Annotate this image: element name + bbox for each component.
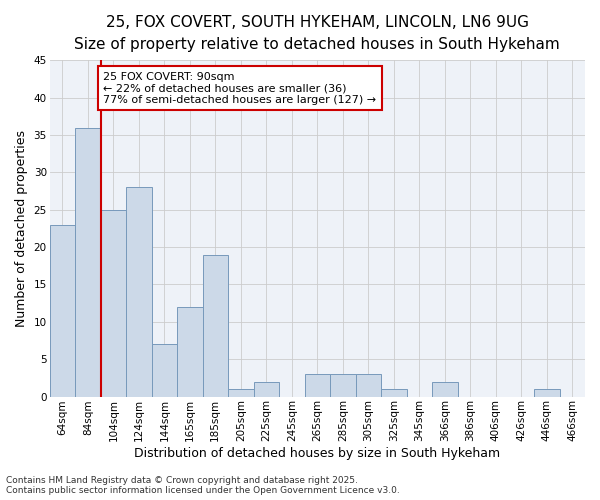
Bar — [177, 307, 203, 396]
Bar — [126, 188, 152, 396]
Bar — [330, 374, 356, 396]
Bar — [381, 389, 407, 396]
Bar — [305, 374, 330, 396]
Bar — [101, 210, 126, 396]
Y-axis label: Number of detached properties: Number of detached properties — [15, 130, 28, 327]
Bar — [75, 128, 101, 396]
Bar — [534, 389, 560, 396]
Text: Contains HM Land Registry data © Crown copyright and database right 2025.
Contai: Contains HM Land Registry data © Crown c… — [6, 476, 400, 495]
X-axis label: Distribution of detached houses by size in South Hykeham: Distribution of detached houses by size … — [134, 447, 500, 460]
Bar — [356, 374, 381, 396]
Text: 25 FOX COVERT: 90sqm
← 22% of detached houses are smaller (36)
77% of semi-detac: 25 FOX COVERT: 90sqm ← 22% of detached h… — [103, 72, 376, 104]
Bar — [152, 344, 177, 397]
Title: 25, FOX COVERT, SOUTH HYKEHAM, LINCOLN, LN6 9UG
Size of property relative to det: 25, FOX COVERT, SOUTH HYKEHAM, LINCOLN, … — [74, 15, 560, 52]
Bar — [432, 382, 458, 396]
Bar — [50, 224, 75, 396]
Bar — [203, 254, 228, 396]
Bar — [228, 389, 254, 396]
Bar — [254, 382, 279, 396]
